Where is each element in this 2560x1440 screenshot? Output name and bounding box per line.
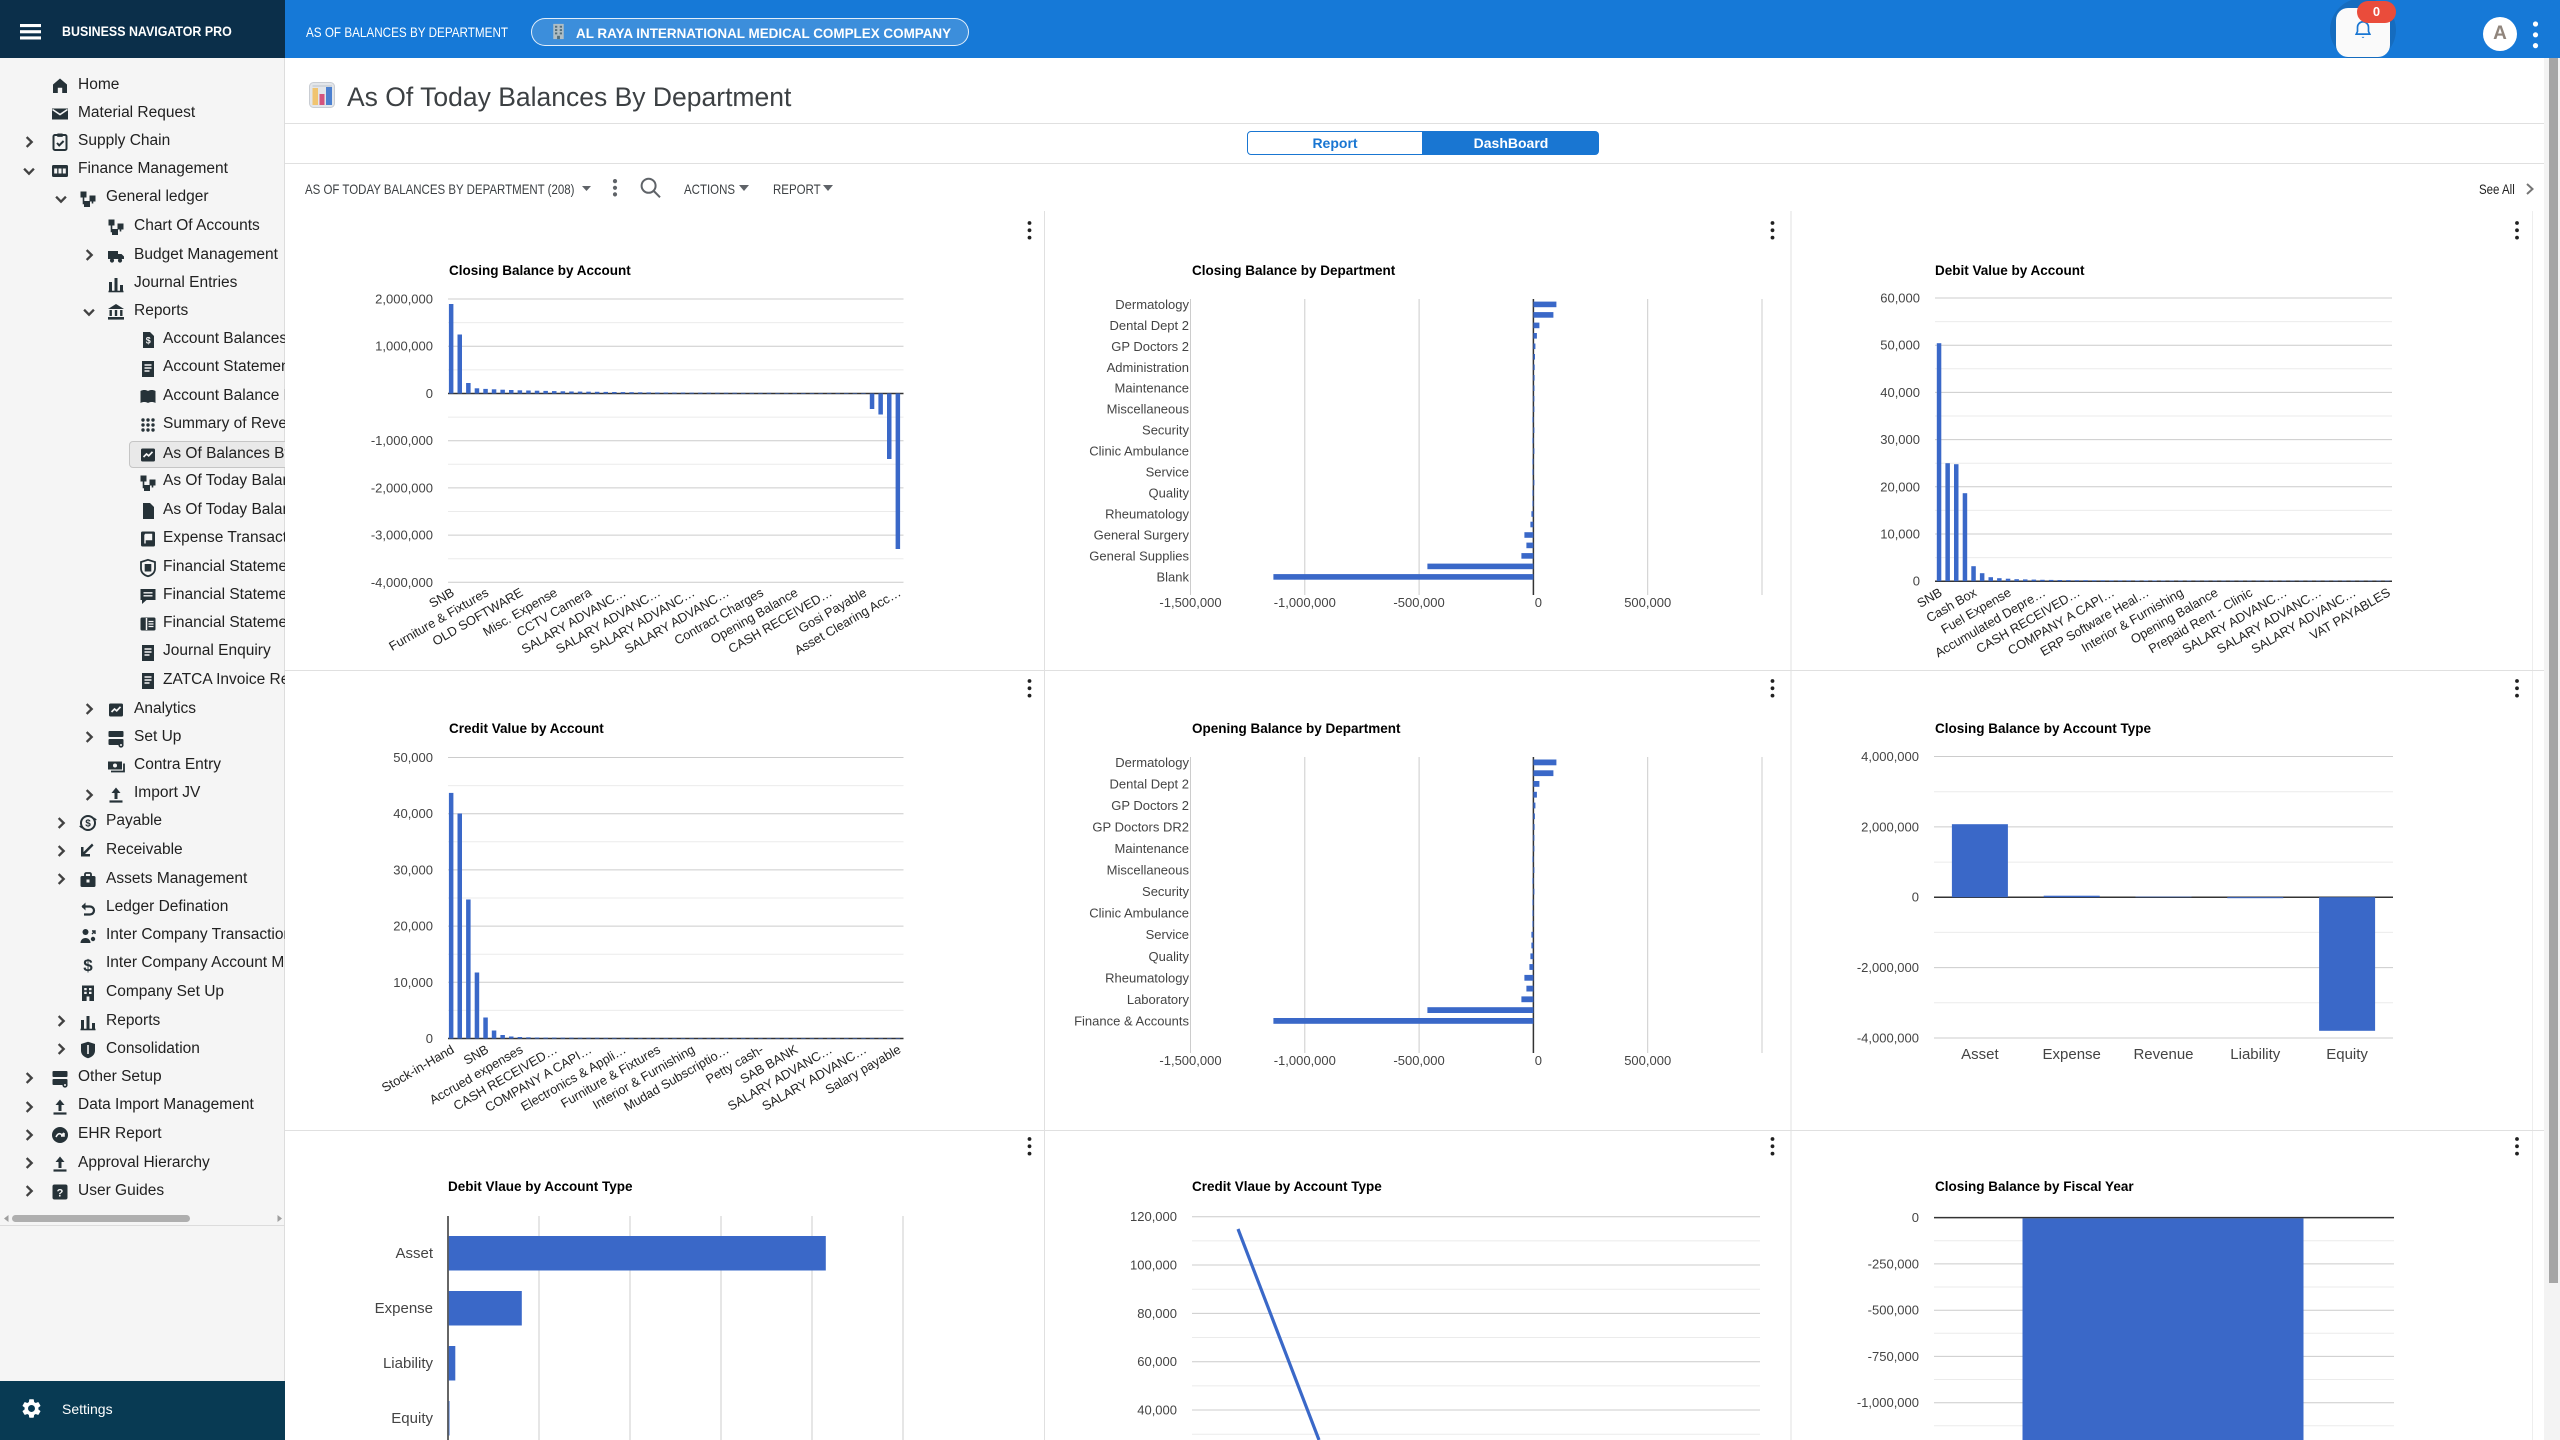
svg-text:Finance & Accounts: Finance & Accounts — [1074, 1013, 1189, 1028]
svg-text:-1,000,000: -1,000,000 — [1274, 595, 1336, 610]
svg-text:Closing Balance by Department: Closing Balance by Department — [1192, 263, 1396, 278]
svg-text:$: $ — [85, 818, 91, 829]
svg-text:Security: Security — [1142, 423, 1189, 438]
svg-text:4,000,000: 4,000,000 — [1861, 749, 1919, 764]
svg-text:General Surgery: General Surgery — [1094, 528, 1190, 543]
svg-text:Equity: Equity — [391, 1410, 433, 1427]
svg-text:Service: Service — [1146, 465, 1189, 480]
svg-text:Credit Vlaue by Account Type: Credit Vlaue by Account Type — [1192, 1179, 1382, 1194]
svg-text:Credit Value by Account: Credit Value by Account — [449, 721, 604, 736]
svg-text:500,000: 500,000 — [1624, 1053, 1671, 1068]
svg-text:Security: Security — [1142, 884, 1189, 899]
svg-text:Closing Balance by Account Typ: Closing Balance by Account Type — [1935, 721, 2152, 736]
svg-text:Dermatology: Dermatology — [1115, 297, 1189, 312]
svg-text:Closing Balance by Fiscal Year: Closing Balance by Fiscal Year — [1935, 1179, 2134, 1194]
svg-text:0: 0 — [1913, 574, 1920, 589]
svg-text:0: 0 — [1535, 1053, 1542, 1068]
svg-text:Opening Balance by Department: Opening Balance by Department — [1192, 721, 1401, 736]
svg-text:Maintenance: Maintenance — [1115, 381, 1189, 396]
svg-text:Rheumatology: Rheumatology — [1105, 970, 1189, 985]
svg-text:500,000: 500,000 — [1624, 595, 1671, 610]
svg-text:Liability: Liability — [383, 1355, 434, 1372]
svg-text:80,000: 80,000 — [1137, 1306, 1177, 1321]
svg-text:-1,000,000: -1,000,000 — [1274, 1053, 1336, 1068]
svg-text:-500,000: -500,000 — [1393, 1053, 1444, 1068]
svg-text:Dermatology: Dermatology — [1115, 755, 1189, 770]
svg-text:Rheumatology: Rheumatology — [1105, 507, 1189, 522]
svg-text:-1,500,000: -1,500,000 — [1159, 595, 1221, 610]
svg-text:2,000,000: 2,000,000 — [1861, 819, 1919, 834]
svg-text:-500,000: -500,000 — [1393, 595, 1444, 610]
svg-text:Debit Value by Account: Debit Value by Account — [1935, 263, 2085, 278]
svg-text:Debit Vlaue by Account Type: Debit Vlaue by Account Type — [448, 1179, 633, 1194]
svg-text:20,000: 20,000 — [393, 919, 433, 934]
svg-text:120,000: 120,000 — [1130, 1209, 1177, 1224]
svg-text:General Supplies: General Supplies — [1089, 548, 1189, 563]
svg-text:Liability: Liability — [2230, 1046, 2281, 1063]
svg-text:Service: Service — [1146, 927, 1189, 942]
svg-text:-2,000,000: -2,000,000 — [371, 480, 433, 495]
svg-text:$: $ — [83, 956, 93, 975]
svg-text:0: 0 — [426, 1031, 433, 1046]
svg-text:Dental Dept 2: Dental Dept 2 — [1110, 776, 1190, 791]
svg-text:-250,000: -250,000 — [1868, 1256, 1919, 1271]
svg-text:-1,000,000: -1,000,000 — [371, 433, 433, 448]
svg-text:Miscellaneous: Miscellaneous — [1107, 402, 1190, 417]
svg-text:1,000,000: 1,000,000 — [375, 339, 433, 354]
svg-text:Expense: Expense — [2043, 1046, 2101, 1063]
svg-text:0: 0 — [426, 386, 433, 401]
svg-text:Laboratory: Laboratory — [1127, 992, 1190, 1007]
svg-text:Expense: Expense — [375, 1300, 433, 1317]
svg-text:Miscellaneous: Miscellaneous — [1107, 863, 1190, 878]
svg-text:Clinic Ambulance: Clinic Ambulance — [1089, 906, 1189, 921]
svg-text:Asset: Asset — [395, 1245, 433, 1262]
svg-text:Administration: Administration — [1107, 360, 1189, 375]
svg-text:30,000: 30,000 — [1880, 432, 1920, 447]
svg-text:50,000: 50,000 — [393, 750, 433, 765]
svg-text:60,000: 60,000 — [1137, 1354, 1177, 1369]
svg-text:Closing Balance by Account: Closing Balance by Account — [449, 263, 631, 278]
svg-text:0: 0 — [1912, 890, 1919, 905]
svg-text:30,000: 30,000 — [393, 862, 433, 877]
svg-text:20,000: 20,000 — [1880, 479, 1920, 494]
svg-text:100,000: 100,000 — [1130, 1258, 1177, 1273]
svg-text:Quality: Quality — [1149, 949, 1190, 964]
svg-text:-1,500,000: -1,500,000 — [1159, 1053, 1221, 1068]
svg-text:Quality: Quality — [1149, 486, 1190, 501]
svg-text:-1,000,000: -1,000,000 — [1857, 1395, 1919, 1410]
svg-text:GP Doctors DR2: GP Doctors DR2 — [1092, 820, 1189, 835]
svg-text:50,000: 50,000 — [1880, 338, 1920, 353]
svg-text:GP Doctors 2: GP Doctors 2 — [1111, 339, 1189, 354]
svg-text:GP Doctors 2: GP Doctors 2 — [1111, 798, 1189, 813]
svg-text:40,000: 40,000 — [1137, 1403, 1177, 1418]
svg-text:60,000: 60,000 — [1880, 291, 1920, 306]
svg-text:Revenue: Revenue — [2133, 1046, 2193, 1063]
svg-text:Maintenance: Maintenance — [1115, 841, 1189, 856]
svg-text:Blank: Blank — [1156, 569, 1189, 584]
svg-text:Asset: Asset — [1961, 1046, 1999, 1063]
svg-text:10,000: 10,000 — [393, 975, 433, 990]
svg-text:0: 0 — [1535, 595, 1542, 610]
svg-text:0: 0 — [1912, 1210, 1919, 1225]
svg-text:40,000: 40,000 — [1880, 385, 1920, 400]
svg-text:-750,000: -750,000 — [1868, 1349, 1919, 1364]
svg-text:2,000,000: 2,000,000 — [375, 292, 433, 307]
svg-text:Equity: Equity — [2326, 1046, 2368, 1063]
svg-text:-3,000,000: -3,000,000 — [371, 528, 433, 543]
svg-text:-2,000,000: -2,000,000 — [1857, 960, 1919, 975]
svg-text:Clinic Ambulance: Clinic Ambulance — [1089, 444, 1189, 459]
svg-text:40,000: 40,000 — [393, 806, 433, 821]
svg-text:10,000: 10,000 — [1880, 527, 1920, 542]
svg-text:Dental Dept 2: Dental Dept 2 — [1110, 318, 1190, 333]
svg-text:?: ? — [57, 1187, 64, 1199]
svg-text:-500,000: -500,000 — [1868, 1303, 1919, 1318]
svg-text:$: $ — [146, 336, 151, 346]
svg-text:-4,000,000: -4,000,000 — [371, 575, 433, 590]
svg-text:-4,000,000: -4,000,000 — [1857, 1031, 1919, 1046]
